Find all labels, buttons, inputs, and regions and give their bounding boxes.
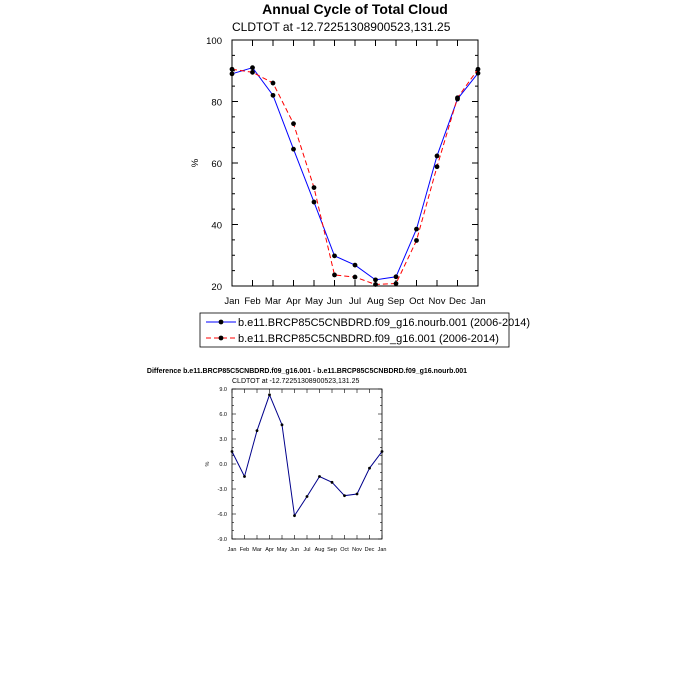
x-tick-label: Apr [286, 296, 301, 307]
data-point [475, 66, 481, 72]
chart1-y-axis-label: % [190, 158, 201, 167]
x-tick-label: Jan [470, 296, 485, 307]
chart2-series-group [230, 393, 384, 518]
data-point [230, 450, 234, 453]
data-point [250, 69, 255, 75]
y-tick-label: 20 [211, 282, 222, 293]
data-point [355, 492, 359, 496]
data-point [414, 226, 419, 232]
data-point [332, 253, 337, 259]
x-tick-label: Oct [409, 296, 424, 307]
data-point [305, 495, 309, 498]
data-point [434, 153, 440, 159]
data-point [229, 71, 235, 77]
x-tick-label: Jan [378, 547, 387, 553]
series-line-0 [231, 67, 479, 281]
y-tick-label: -9.0 [218, 537, 227, 543]
data-point [475, 70, 481, 76]
y-tick-label: 40 [211, 221, 222, 232]
y-tick-label: 6.0 [219, 412, 227, 418]
x-tick-label: Feb [240, 547, 249, 553]
data-point [311, 199, 317, 205]
y-tick-label: 60 [211, 159, 222, 170]
chart1-legend-box [199, 312, 510, 348]
data-point [311, 185, 317, 191]
chart2-axes: Jan Feb Mar Apr May Jun Jul Aug Sep Oct Nov Dec Jan-… [218, 387, 387, 553]
x-tick-label: Jun [290, 547, 299, 553]
chart1-axes: Jan Feb Mar Apr May Jun Jul Aug Sep Oct Nov Dec Jan2… [206, 36, 486, 307]
chart1-plot-frame [231, 39, 479, 287]
data-point [414, 238, 419, 243]
chart1-series-group [229, 65, 481, 287]
x-tick-label: Mar [265, 296, 281, 307]
data-point [268, 393, 271, 397]
data-point [434, 164, 440, 170]
data-point [250, 65, 255, 71]
data-point [352, 262, 358, 268]
legend-marker-urb [218, 335, 224, 341]
data-point [270, 80, 276, 86]
x-tick-label: Aug [315, 547, 325, 553]
x-tick-label: Oct [340, 547, 349, 553]
legend-marker-nourb [218, 319, 224, 325]
data-point [330, 480, 334, 484]
y-tick-label: 100 [206, 36, 222, 47]
data-point [380, 450, 384, 453]
x-tick-label: May [305, 296, 323, 307]
y-tick-label: 0.0 [219, 462, 227, 468]
y-tick-label: -6.0 [218, 512, 227, 518]
data-point [293, 514, 296, 518]
data-point [393, 281, 399, 286]
data-point [243, 475, 246, 478]
x-tick-label: Jul [349, 296, 361, 307]
x-tick-label: Sep [327, 547, 337, 553]
x-tick-label: Jan [228, 547, 237, 553]
x-tick-label: Aug [367, 296, 384, 307]
y-tick-label: 9.0 [219, 387, 227, 393]
data-point [352, 274, 358, 280]
legend-label-urb: b.e11.BRCP85C5CNBDRD.f09_g16.001 (2006-2… [238, 333, 499, 345]
data-point [318, 475, 321, 478]
data-point [270, 92, 276, 98]
data-point [229, 66, 235, 72]
chart2-plot-frame [231, 388, 383, 540]
data-point [373, 282, 378, 287]
data-point [368, 466, 371, 470]
data-point [291, 121, 296, 127]
x-tick-label: Dec [365, 547, 375, 553]
chart1-subtitle: CLDTOT at -12.72251308900523,131.25 [232, 20, 451, 34]
data-point [373, 277, 378, 283]
y-tick-label: -3.0 [218, 487, 227, 493]
x-tick-label: Apr [265, 547, 274, 553]
series-line-1 [231, 68, 479, 285]
data-point [280, 423, 284, 427]
x-tick-label: Mar [252, 547, 262, 553]
x-tick-label: Jul [303, 547, 310, 553]
data-point [291, 146, 296, 152]
chart1-title: Annual Cycle of Total Cloud [262, 1, 448, 17]
y-tick-label: 80 [211, 98, 222, 109]
x-tick-label: Jan [224, 296, 239, 307]
x-tick-label: Nov [429, 296, 446, 307]
x-tick-label: May [277, 547, 288, 553]
x-tick-label: Dec [449, 296, 466, 307]
chart2-y-axis-label: % [205, 461, 211, 466]
data-point [332, 272, 337, 278]
x-tick-label: Jun [327, 296, 342, 307]
x-tick-label: Nov [352, 547, 362, 553]
chart2-title: Difference b.e11.BRCP85C5CNBDRD.f09_g16.… [147, 368, 467, 375]
legend-label-nourb: b.e11.BRCP85C5CNBDRD.f09_g16.nourb.001 (… [238, 317, 530, 329]
x-tick-label: Sep [388, 296, 405, 307]
data-point [393, 274, 399, 280]
data-point [455, 95, 460, 101]
x-tick-label: Feb [244, 296, 260, 307]
data-point [255, 429, 259, 433]
data-point [343, 494, 346, 498]
chart2-subtitle: CLDTOT at -12.72251308900523,131.25 [232, 378, 360, 385]
y-tick-label: 3.0 [219, 437, 227, 443]
